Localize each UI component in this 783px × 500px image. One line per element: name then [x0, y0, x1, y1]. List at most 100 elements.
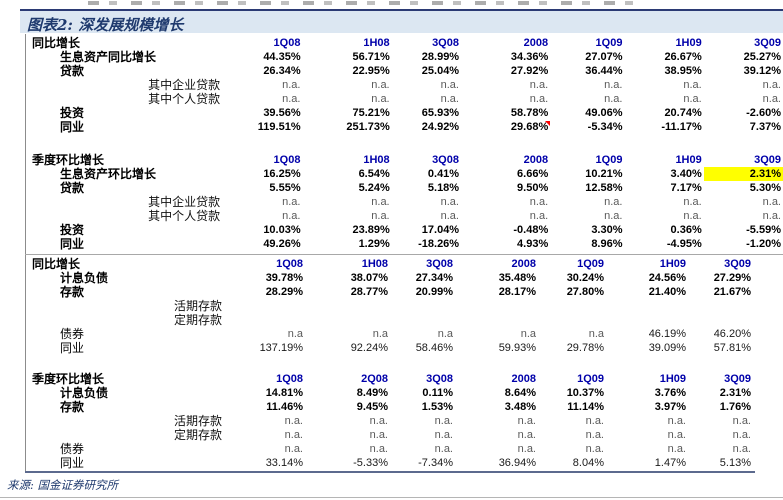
value-cell: 119.51% — [257, 121, 301, 133]
value-cell: -5.34% — [587, 121, 623, 133]
value-cell — [455, 313, 538, 327]
value-cell: -5.33% — [353, 457, 388, 469]
value-cell: n.a. — [762, 93, 781, 105]
value-cell: 10.03% — [263, 224, 301, 236]
row-label: 其中企业贷款 — [148, 195, 221, 209]
row-label: 计息负债 — [60, 386, 109, 400]
value-cell: n.a. — [683, 210, 702, 222]
value-cell: 75.21% — [352, 107, 390, 119]
value-cell — [455, 299, 538, 313]
value-cell: -0.48% — [513, 224, 549, 236]
value-cell: 25.04% — [421, 65, 460, 77]
value-cell: 44.35% — [263, 51, 301, 63]
row-label: 存款 — [60, 400, 85, 414]
row-label: 定期存款 — [173, 313, 222, 327]
value-cell: 36.44% — [585, 65, 623, 77]
table-row: 投资 39.56% 75.21% 65.93% 58.78% 49.06% 20.74% -2… — [25, 106, 783, 120]
section-header-label: 同比增长 — [32, 257, 81, 271]
table-row: 计息负债 39.78% 38.07% 27.34% 35.48% 30.24% 24.56%… — [25, 271, 753, 285]
column-header: 3Q09 — [754, 154, 781, 166]
table-row: 投资 10.03% 23.89% 17.04% -0.48% 3.30% 0.36% -5.5… — [25, 223, 783, 237]
column-header: 2008 — [511, 258, 536, 270]
value-cell: 25.27% — [743, 51, 781, 63]
value-cell: 38.95% — [664, 65, 702, 77]
value-cell: n.a. — [434, 429, 453, 441]
value-cell — [230, 299, 305, 313]
column-header: 3Q08 — [426, 258, 453, 270]
column-header: 1Q08 — [276, 373, 303, 385]
row-label: 活期存款 — [173, 299, 222, 313]
table-row: 同业 119.51% 251.73% 24.92% 29.68% -5.34% -11.17… — [25, 120, 783, 134]
row-label: 同业 — [60, 120, 85, 134]
value-cell: n.a. — [683, 196, 702, 208]
value-cell: n.a. — [517, 429, 536, 441]
value-cell: 1.76% — [719, 401, 751, 413]
column-header: 1Q09 — [595, 37, 623, 49]
value-cell: n.a. — [683, 79, 702, 91]
value-cell: n.a. — [517, 415, 536, 427]
value-cell: -18.26% — [418, 238, 460, 250]
table-row: 季度环比增长 1Q08 2Q08 3Q08 2008 1Q09 1H09 3Q09 — [25, 372, 753, 386]
value-cell: 28.17% — [498, 286, 536, 298]
value-cell: 49.26% — [263, 238, 301, 250]
table-section: 同比增长 1Q08 1H08 3Q08 2008 1Q09 1H09 3Q09 生息资产同比增长… — [25, 36, 783, 134]
table-section: 季度环比增长 1Q08 1H08 3Q08 2008 1Q09 1H09 3Q09 生息资产环比… — [25, 153, 783, 251]
growth-table-block-a: 同比增长 1Q08 1H08 3Q08 2008 1Q09 1H09 3Q09 生息资产同比增长… — [25, 36, 783, 251]
value-cell: 0.41% — [427, 168, 460, 180]
value-cell: 26.67% — [664, 51, 702, 63]
value-cell — [538, 313, 606, 327]
value-cell — [305, 313, 390, 327]
column-header: 3Q08 — [426, 373, 453, 385]
column-header: 1H09 — [675, 154, 702, 166]
value-cell: n.a. — [517, 443, 536, 455]
value-cell: 9.45% — [356, 401, 388, 413]
value-cell: 27.92% — [510, 65, 549, 77]
section-header-label: 季度环比增长 — [32, 372, 105, 386]
value-cell: n.a. — [762, 210, 781, 222]
row-label: 债券 — [60, 442, 85, 456]
value-cell: 12.58% — [585, 182, 623, 194]
value-cell: n.a. — [282, 93, 301, 105]
value-cell: 24.92% — [421, 121, 460, 133]
value-cell: 7.37% — [749, 121, 781, 133]
value-cell: n.a. — [371, 79, 390, 91]
value-cell: n.a. — [282, 79, 301, 91]
column-header: 2Q08 — [361, 373, 388, 385]
value-cell: 2.31% — [719, 387, 751, 399]
value-cell: 17.04% — [421, 224, 460, 236]
row-label: 贷款 — [60, 181, 85, 195]
value-cell: -1.20% — [746, 238, 781, 250]
table-row: 生息资产环比增长 16.25% 6.54% 0.41% 6.66% 10.21% 3.40%… — [25, 167, 783, 181]
value-cell: n.a. — [282, 196, 301, 208]
value-cell: 59.93% — [498, 342, 536, 354]
value-cell: n.a. — [282, 210, 301, 222]
value-cell: n.a. — [667, 443, 686, 455]
value-cell: -4.95% — [666, 238, 702, 250]
value-cell: 3.48% — [504, 401, 536, 413]
value-cell: 0.36% — [670, 224, 702, 236]
value-cell: 23.89% — [352, 224, 390, 236]
value-cell: n.a. — [762, 196, 781, 208]
row-label: 生息资产环比增长 — [60, 167, 157, 181]
table-row: 定期存款 n.a. n.a. n.a. n.a. n.a. n.a. n.a. — [25, 428, 753, 442]
value-cell: 35.48% — [498, 272, 536, 284]
value-cell: n.a. — [371, 196, 390, 208]
row-label: 债券 — [60, 327, 85, 341]
growth-table-block-b: 同比增长 1Q08 1H08 3Q08 2008 1Q09 1H09 3Q09 计息负债 39.7… — [25, 257, 753, 470]
figure-title: 图表2: 深发展规模增长 — [27, 16, 184, 34]
value-cell: 28.77% — [350, 286, 388, 298]
value-cell: n.a. — [440, 210, 459, 222]
table-row: 存款 11.46% 9.45% 1.53% 3.48% 11.14% 3.97% 1.76% — [25, 400, 753, 414]
table-row: 活期存款 n.a. n.a. n.a. n.a. n.a. n.a. n.a. — [25, 414, 753, 428]
value-cell: 137.19% — [259, 342, 303, 354]
value-cell: 8.64% — [504, 387, 536, 399]
value-cell: 3.76% — [654, 387, 686, 399]
value-cell: 36.94% — [498, 457, 536, 469]
value-cell: 5.30% — [749, 182, 781, 194]
value-cell: 11.46% — [266, 401, 303, 413]
value-cell: 5.18% — [427, 182, 460, 194]
table-row: 其中企业贷款 n.a. n.a. n.a. n.a. n.a. n.a. n.a. — [25, 78, 783, 92]
column-header: 1H08 — [363, 37, 390, 49]
value-cell: n.a. — [667, 429, 686, 441]
value-cell: 20.74% — [664, 107, 702, 119]
